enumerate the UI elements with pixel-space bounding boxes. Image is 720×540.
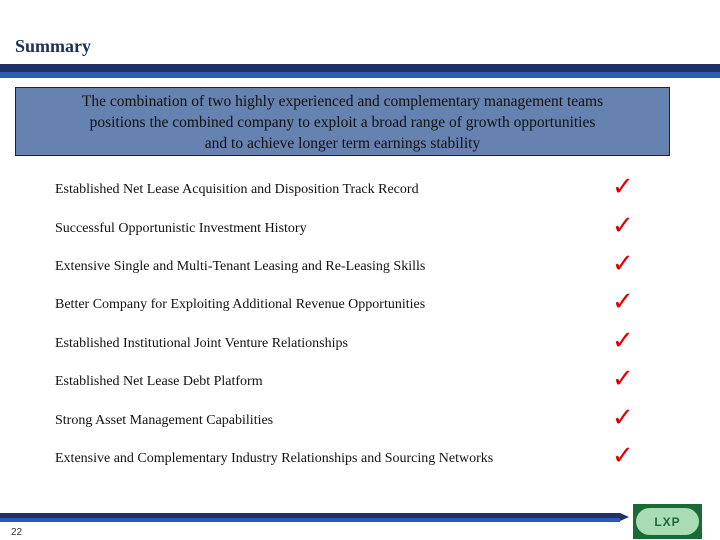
header-divider-accent <box>0 72 720 78</box>
summary-line: and to achieve longer term earnings stab… <box>204 135 481 152</box>
page-title: Summary <box>15 36 91 56</box>
footer-arrow-bar-accent <box>0 518 620 522</box>
checkmark-icon: ✓ <box>612 211 634 241</box>
checkmark-icon: ✓ <box>612 441 634 471</box>
checkmark-icon: ✓ <box>612 287 634 317</box>
list-item: Extensive and Complementary Industry Rel… <box>55 451 494 466</box>
arrow-tip-icon <box>620 513 629 521</box>
list-item: Established Institutional Joint Venture … <box>55 336 348 351</box>
company-logo: LXP <box>633 504 702 539</box>
summary-box: The combination of two highly experience… <box>15 87 670 156</box>
checkmark-icon: ✓ <box>612 249 634 279</box>
checkmark-icon: ✓ <box>612 403 634 433</box>
checkmark-icon: ✓ <box>612 326 634 356</box>
summary-line: The combination of two highly experience… <box>81 93 604 110</box>
footer-arrow-bar <box>0 513 620 518</box>
checkmark-icon: ✓ <box>612 364 634 394</box>
checkmark-icon: ✓ <box>612 172 634 202</box>
list-item: Better Company for Exploiting Additional… <box>55 297 426 312</box>
list-item: Successful Opportunistic Investment Hist… <box>55 221 307 236</box>
header-divider <box>0 64 720 72</box>
page-number: 22 <box>11 527 23 538</box>
list-item: Established Net Lease Acquisition and Di… <box>55 182 419 197</box>
logo-text: LXP <box>654 515 681 529</box>
list-item: Extensive Single and Multi-Tenant Leasin… <box>55 259 426 274</box>
list-item: Strong Asset Management Capabilities <box>55 413 274 428</box>
list-item: Established Net Lease Debt Platform <box>55 374 263 389</box>
summary-line: positions the combined company to exploi… <box>89 114 596 131</box>
